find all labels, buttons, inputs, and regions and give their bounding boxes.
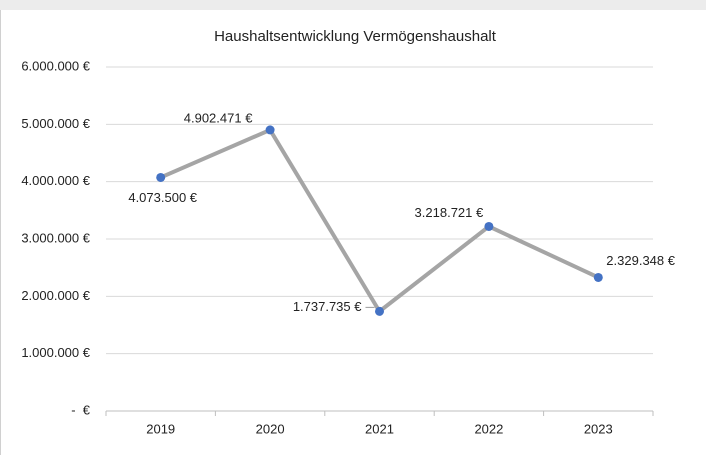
x-tick-label: 2019	[146, 421, 175, 436]
x-tick-label: 2020	[256, 421, 285, 436]
data-label: 4.902.471 €	[184, 110, 253, 125]
x-tick-label: 2022	[474, 421, 503, 436]
x-tick-label: 2023	[584, 421, 613, 436]
data-label: 2.329.348 €	[606, 253, 675, 268]
line	[159, 127, 600, 314]
y-tick-label: 4.000.000 €	[21, 173, 90, 188]
data-label: 1.737.735 €	[293, 299, 362, 314]
y-tick-label: - €	[71, 402, 91, 417]
data-label: 4.073.500 €	[128, 190, 197, 205]
y-tick-label: 1.000.000 €	[21, 345, 90, 360]
top-bar	[0, 0, 706, 10]
data-label: 3.218.721 €	[415, 205, 484, 220]
chart-title: Haushaltsentwicklung Vermögenshaushalt	[214, 28, 497, 45]
marker	[484, 221, 494, 231]
x-tick-label: 2021	[365, 421, 394, 436]
y-tick-label: 6.000.000 €	[21, 58, 90, 73]
marker	[593, 272, 603, 282]
y-tick-label: 5.000.000 €	[21, 116, 90, 131]
marker	[265, 125, 275, 135]
marker	[156, 172, 166, 182]
marker	[375, 306, 384, 316]
y-tick-label: 3.000.000 €	[21, 230, 90, 245]
y-tick-label: 2.000.000 €	[21, 288, 90, 303]
